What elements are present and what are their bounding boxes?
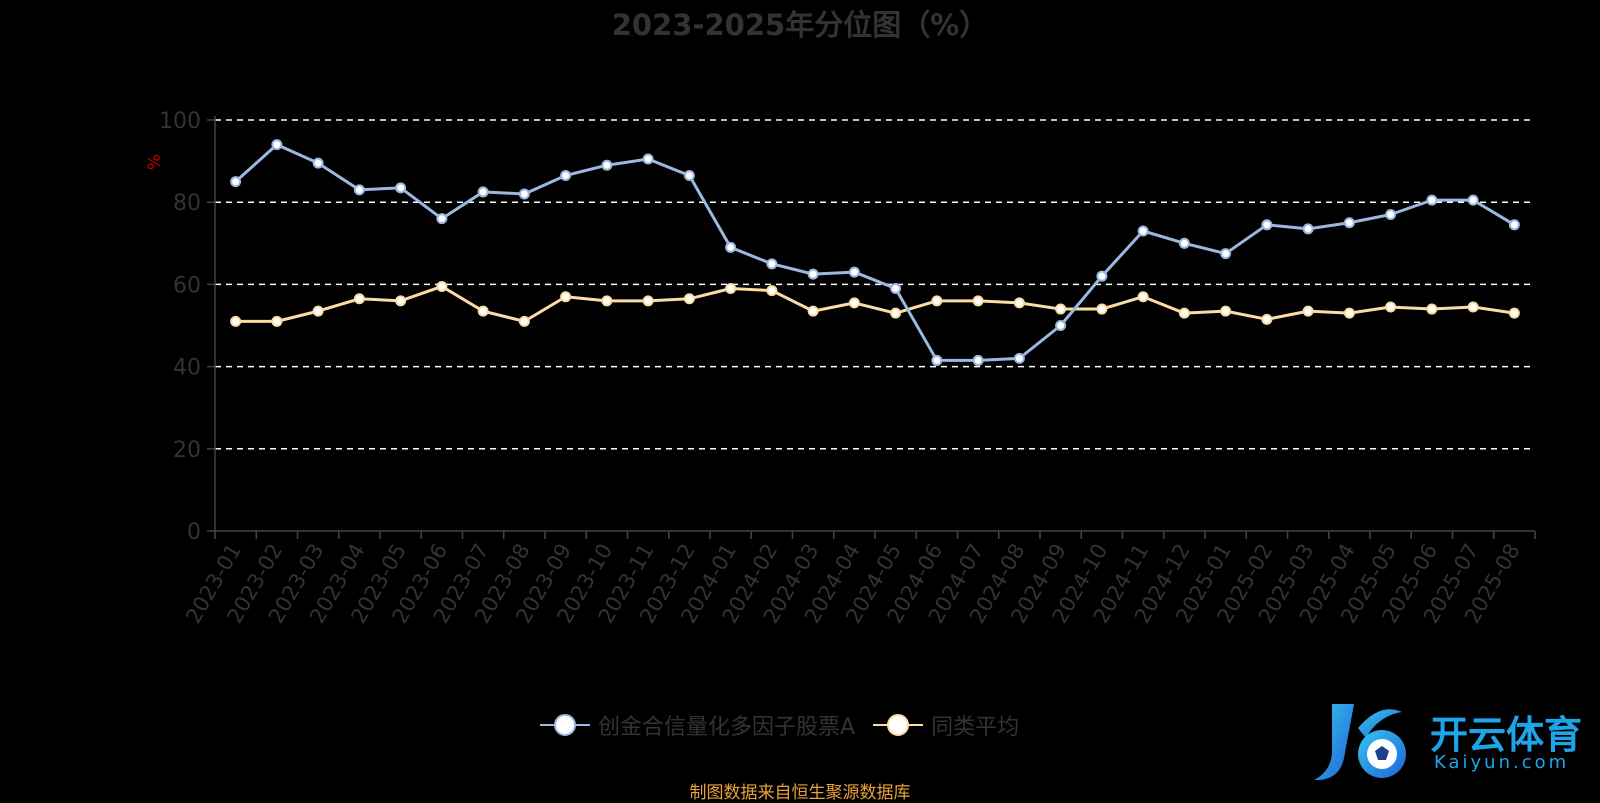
- data-point-series-1: [683, 169, 695, 181]
- data-point-series-1: [725, 241, 737, 253]
- data-point-series-2: [477, 305, 489, 317]
- data-point-series-2: [1096, 303, 1108, 315]
- data-point-series-1: [1426, 194, 1438, 206]
- data-point-series-1: [477, 186, 489, 198]
- y-tick-label: 100: [159, 109, 201, 134]
- data-point-series-1: [353, 184, 365, 196]
- data-point-series-1: [890, 283, 902, 295]
- watermark-brand: 开云体育: [1430, 713, 1583, 757]
- data-point-series-2: [807, 305, 819, 317]
- data-point-series-2: [395, 295, 407, 307]
- y-tick-label: 0: [187, 520, 201, 545]
- legend-item-series-1[interactable]: 创金合信量化多因子股票A: [540, 709, 855, 741]
- legend: 创金合信量化多因子股票A 同类平均: [540, 705, 1019, 745]
- data-point-series-1: [395, 182, 407, 194]
- series-line-2: [235, 284, 1515, 323]
- series-line-1: [234, 143, 1516, 362]
- data-point-series-2: [560, 291, 572, 303]
- data-point-series-1: [1137, 225, 1149, 237]
- data-point-series-1: [1467, 194, 1479, 206]
- data-point-series-2: [683, 293, 695, 305]
- data-point-series-2: [1426, 303, 1438, 315]
- data-point-series-2: [1220, 305, 1232, 317]
- data-point-series-2: [1055, 303, 1067, 315]
- data-point-series-2: [848, 297, 860, 309]
- data-point-series-2: [642, 295, 654, 307]
- data-point-series-2: [271, 315, 283, 327]
- data-point-series-1: [642, 153, 654, 165]
- data-point-series-1: [1261, 219, 1273, 231]
- legend-item-series-2[interactable]: 同类平均: [873, 709, 1019, 741]
- data-point-series-1: [601, 159, 613, 171]
- data-point-series-1: [1385, 209, 1397, 221]
- legend-marker-series-1-icon: [540, 714, 590, 736]
- data-point-series-1: [807, 268, 819, 280]
- y-axis-label: %: [145, 154, 165, 170]
- y-tick-label: 60: [173, 273, 201, 298]
- data-point-series-2: [518, 315, 530, 327]
- data-point-series-1: [518, 188, 530, 200]
- data-point-series-2: [725, 283, 737, 295]
- data-point-series-1: [1013, 352, 1025, 364]
- data-point-series-2: [601, 295, 613, 307]
- data-point-series-1: [1055, 320, 1067, 331]
- legend-label-series-2: 同类平均: [931, 715, 1020, 740]
- data-point-series-1: [436, 213, 448, 225]
- data-point-series-2: [1467, 301, 1479, 313]
- y-tick-label: 20: [173, 438, 201, 463]
- data-point-series-2: [1385, 301, 1397, 313]
- y-tick-label: 80: [173, 191, 201, 216]
- chart-title: 2023-2025年分位图（%）: [611, 8, 989, 42]
- data-point-series-2: [931, 295, 943, 307]
- data-point-series-2: [1508, 307, 1520, 319]
- data-point-series-2: [1343, 307, 1355, 319]
- data-point-series-1: [1302, 223, 1314, 235]
- data-point-series-2: [766, 285, 778, 297]
- data-point-series-1: [1220, 248, 1232, 260]
- data-point-series-1: [560, 169, 572, 181]
- data-point-series-1: [972, 354, 984, 366]
- data-point-series-1: [931, 354, 943, 366]
- data-point-series-1: [312, 157, 324, 169]
- data-point-series-2: [230, 315, 242, 327]
- source-note: 制图数据来自恒生聚源数据库: [689, 783, 911, 803]
- data-point-series-1: [766, 258, 778, 270]
- data-point-series-2: [436, 280, 448, 292]
- data-point-series-1: [271, 139, 283, 151]
- data-point-series-2: [1013, 297, 1025, 309]
- watermark-logo: 开云体育 Kaiyun.com: [1310, 698, 1600, 788]
- data-point-series-2: [1302, 305, 1314, 317]
- data-point-series-1: [230, 176, 242, 188]
- data-point-series-2: [1137, 291, 1149, 303]
- legend-marker-series-2-icon: [873, 714, 924, 736]
- y-tick-label: 40: [173, 356, 201, 381]
- data-point-series-2: [1178, 307, 1190, 319]
- data-point-series-1: [1178, 237, 1190, 249]
- data-point-series-2: [312, 305, 324, 317]
- legend-label-series-1: 创金合信量化多因子股票A: [598, 715, 856, 740]
- watermark-sub: Kaiyun.com: [1434, 752, 1570, 773]
- data-point-series-1: [1508, 219, 1520, 231]
- data-point-series-2: [353, 293, 365, 305]
- kaiyun-logo-icon: [1314, 704, 1406, 780]
- data-point-series-2: [890, 307, 902, 319]
- data-point-series-2: [1261, 313, 1273, 325]
- data-point-series-1: [848, 266, 860, 278]
- data-point-series-2: [972, 295, 984, 307]
- data-point-series-1: [1096, 270, 1108, 282]
- data-point-series-1: [1343, 217, 1355, 229]
